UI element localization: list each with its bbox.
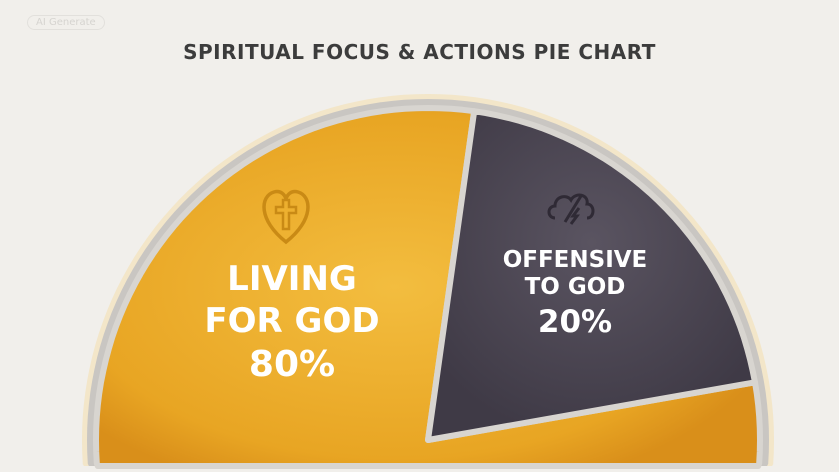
ai-generate-badge[interactable]: AI Generate	[27, 15, 105, 30]
slice-1-icon	[547, 193, 595, 225]
slice-0-value-label: 80%	[249, 344, 335, 385]
slice-1-label-line-2: TO GOD	[525, 274, 626, 300]
slice-0-label-line-1: LIVING	[227, 259, 357, 299]
pie-slice-1	[425, 108, 758, 443]
pie-slice-0	[93, 105, 763, 469]
slice-1-label-line-1: OFFENSIVE	[503, 247, 648, 273]
chart-title: SPIRITUAL FOCUS & ACTIONS PIE CHART	[183, 40, 656, 64]
slice-0-icon	[262, 189, 310, 245]
slice-1-value-label: 20%	[538, 304, 612, 340]
broken-chain-storm-cloud-icon	[547, 193, 595, 220]
slice-0-label-line-2: FOR GOD	[204, 301, 379, 341]
